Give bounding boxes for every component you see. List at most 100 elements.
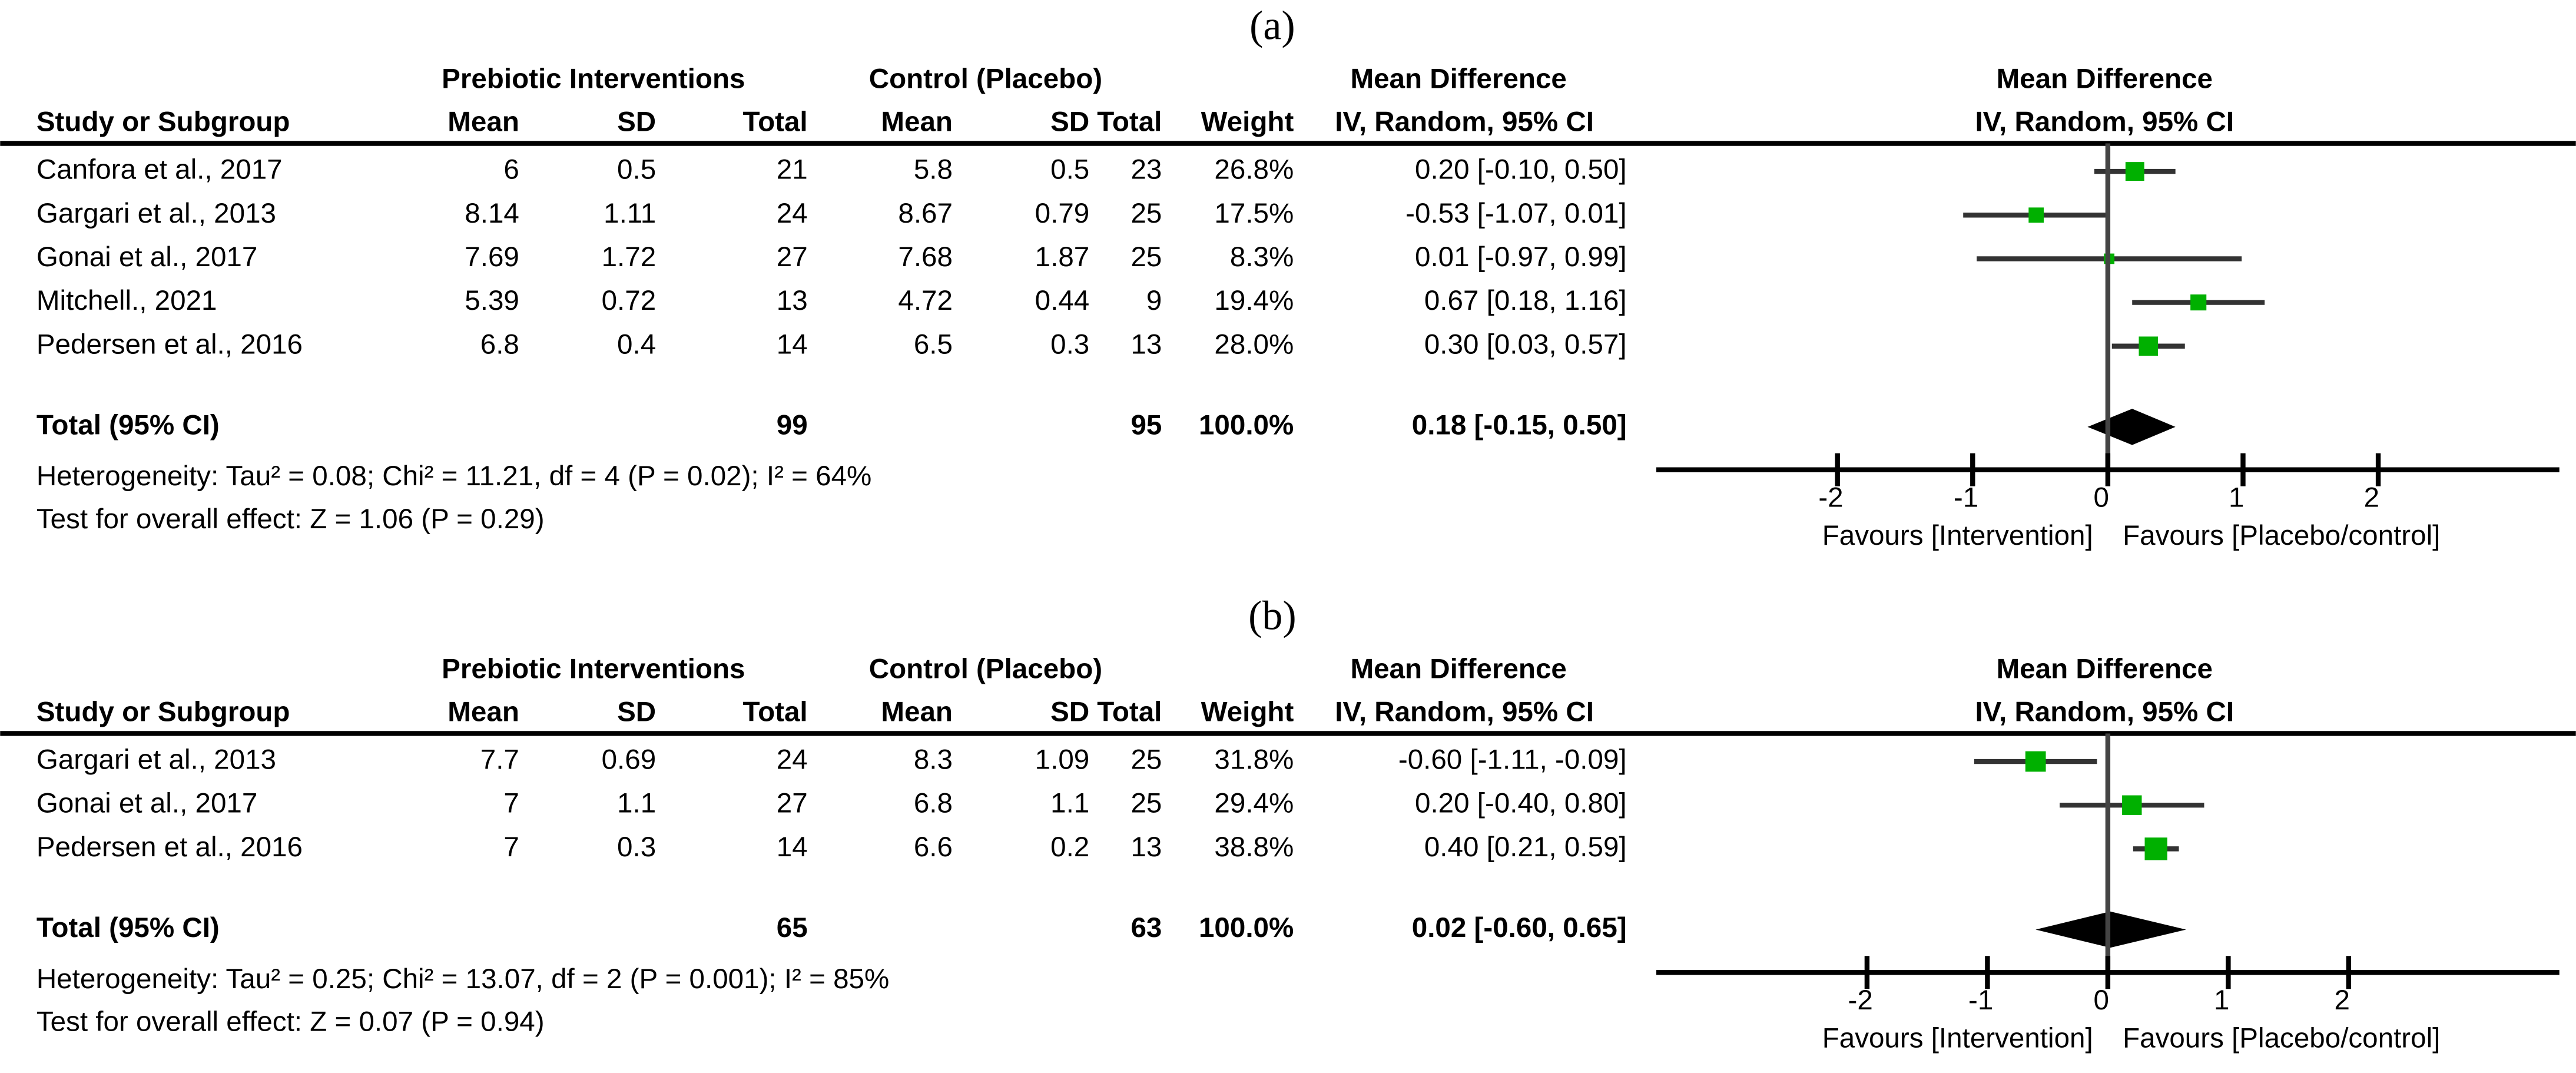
- control-cell: 13: [1130, 329, 1162, 360]
- heterogeneity: Heterogeneity: Tau² = 0.08; Chi² = 11.21…: [37, 461, 871, 492]
- control-cell: 4.72: [898, 285, 953, 316]
- column-header: Weight: [1201, 106, 1294, 137]
- column-header: IV, Random, 95% CI: [1335, 696, 1594, 727]
- group-header: Mean Difference: [1350, 654, 1566, 685]
- control-cell: 8.67: [898, 198, 953, 229]
- group-header: Control (Placebo): [869, 64, 1102, 95]
- summary-diamond: [2087, 409, 2176, 445]
- x-tick-label: 2: [2334, 985, 2349, 1016]
- group-header: Control (Placebo): [869, 654, 1102, 685]
- column-header: SD: [617, 696, 656, 727]
- intervention-cell: 7.69: [465, 241, 519, 273]
- intervention-cell: 0.3: [617, 832, 656, 863]
- study-name: Gonai et al., 2017: [37, 788, 257, 819]
- x-tick-label: -2: [1818, 482, 1843, 514]
- x-tick-label: -1: [1968, 985, 1993, 1016]
- intervention-cell: 13: [777, 285, 808, 316]
- summary-diamond: [2035, 911, 2186, 948]
- intervention-cell: 1.11: [604, 198, 656, 229]
- column-header: IV, Random, 95% CI: [1975, 696, 2234, 727]
- intervention-cell: 7: [503, 788, 519, 819]
- x-tick-label: -1: [1954, 482, 1978, 514]
- column-header: Study or Subgroup: [37, 106, 290, 137]
- weight: 28.0%: [1214, 329, 1294, 360]
- column-header: Total: [1097, 696, 1162, 727]
- weight: 8.3%: [1230, 241, 1294, 273]
- heterogeneity: Heterogeneity: Tau² = 0.25; Chi² = 13.07…: [37, 963, 889, 995]
- column-header: Mean: [447, 696, 519, 727]
- control-cell: 9: [1146, 285, 1162, 316]
- control-cell: 25: [1130, 744, 1162, 776]
- control-cell: 0.2: [1050, 832, 1089, 863]
- effect-square: [2144, 837, 2167, 860]
- control-cell: 0.5: [1050, 154, 1089, 186]
- effect-square: [2190, 294, 2207, 311]
- favours-right: Favours [Placebo/control]: [2123, 1023, 2440, 1054]
- total-name: Total (95% CI): [37, 409, 220, 441]
- intervention-cell: 5.39: [465, 285, 519, 316]
- total-effect: 0.18 [-0.15, 0.50]: [1412, 409, 1627, 441]
- control-cell: 0.44: [1035, 285, 1090, 316]
- overall-effect: Test for overall effect: Z = 0.07 (P = 0…: [37, 1006, 545, 1038]
- group-header: Mean Difference: [1997, 654, 2213, 685]
- column-header: Mean: [881, 696, 953, 727]
- effect-square: [2125, 162, 2144, 181]
- weight: 26.8%: [1214, 154, 1294, 186]
- study-name: Gonai et al., 2017: [37, 241, 257, 273]
- control-cell: 0.79: [1035, 198, 1090, 229]
- study-name: Gargari et al., 2013: [37, 744, 276, 776]
- x-tick-label: 0: [2093, 482, 2108, 514]
- study-name: Pedersen et al., 2016: [37, 832, 303, 863]
- overall-effect: Test for overall effect: Z = 1.06 (P = 0…: [37, 504, 545, 535]
- effect: -0.60 [-1.11, -0.09]: [1398, 744, 1627, 776]
- effect: 0.40 [0.21, 0.59]: [1424, 832, 1627, 863]
- control-cell: 6.8: [914, 788, 953, 819]
- intervention-cell: 7.7: [480, 744, 519, 776]
- x-tick-label: 1: [2214, 985, 2229, 1016]
- weight: 38.8%: [1214, 832, 1294, 863]
- effect: -0.53 [-1.07, 0.01]: [1405, 198, 1626, 229]
- panel-label: (a): [1249, 3, 1295, 48]
- effect: 0.01 [-0.97, 0.99]: [1415, 241, 1627, 273]
- intervention-cell: 6: [503, 154, 519, 186]
- group-header: Prebiotic Interventions: [442, 654, 745, 685]
- control-cell: 6.5: [914, 329, 953, 360]
- intervention-cell: 1.1: [617, 788, 656, 819]
- control-cell: 25: [1130, 788, 1162, 819]
- study-name: Canfora et al., 2017: [37, 154, 283, 186]
- column-header: Mean: [447, 106, 519, 137]
- control-cell: 25: [1130, 198, 1162, 229]
- weight: 19.4%: [1214, 285, 1294, 316]
- control-cell: 5.8: [914, 154, 953, 186]
- column-header: Total: [1097, 106, 1162, 137]
- column-header: SD: [1050, 106, 1089, 137]
- weight: 17.5%: [1214, 198, 1294, 229]
- intervention-cell: 27: [777, 241, 808, 273]
- column-header: Total: [743, 696, 808, 727]
- intervention-cell: 0.69: [602, 744, 657, 776]
- total-intervention: 99: [777, 409, 808, 441]
- study-name: Mitchell., 2021: [37, 285, 217, 316]
- intervention-cell: 6.8: [480, 329, 519, 360]
- effect-square: [2139, 336, 2159, 356]
- group-header: Mean Difference: [1997, 64, 2213, 95]
- x-tick-label: 2: [2364, 482, 2379, 514]
- favours-right: Favours [Placebo/control]: [2123, 520, 2440, 551]
- total-name: Total (95% CI): [37, 912, 220, 943]
- intervention-cell: 24: [777, 198, 808, 229]
- group-header: Prebiotic Interventions: [442, 64, 745, 95]
- weight: 29.4%: [1214, 788, 1294, 819]
- effect-square: [2025, 751, 2046, 772]
- intervention-cell: 1.72: [602, 241, 657, 273]
- column-header: Total: [743, 106, 808, 137]
- panel-label: (b): [1248, 593, 1297, 638]
- x-tick-label: 1: [2229, 482, 2244, 514]
- control-cell: 23: [1130, 154, 1162, 186]
- total-control: 95: [1130, 409, 1162, 441]
- total-effect: 0.02 [-0.60, 0.65]: [1412, 912, 1627, 943]
- control-cell: 1.87: [1035, 241, 1090, 273]
- column-header: SD: [1050, 696, 1089, 727]
- intervention-cell: 0.4: [617, 329, 656, 360]
